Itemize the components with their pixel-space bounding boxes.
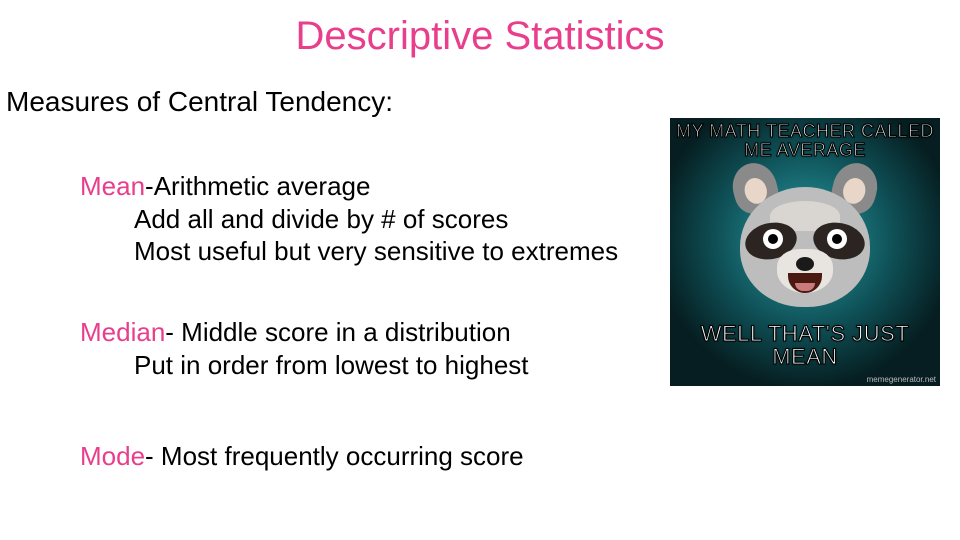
measure-subline: Put in order from lowest to highest [134, 349, 529, 382]
measure-term: Mode [80, 441, 145, 471]
measure-item-mode: Mode- Most frequently occurring score [80, 440, 524, 473]
measure-subline: Add all and divide by # of scores [134, 203, 618, 236]
raccoon-icon [715, 157, 895, 337]
measure-definition: -Arithmetic average [145, 171, 370, 201]
measure-subline: Most useful but very sensitive to extrem… [134, 235, 618, 268]
measure-definition: - Most frequently occurring score [145, 441, 524, 471]
meme-image: MY MATH TEACHER CALLED ME AVERAGE WELL T… [670, 118, 940, 386]
measure-definition: - Middle score in a distribution [165, 317, 510, 347]
measure-item-median: Median- Middle score in a distribution P… [80, 316, 529, 381]
measure-line: Mode- Most frequently occurring score [80, 440, 524, 473]
measure-term: Mean [80, 171, 145, 201]
section-subtitle: Measures of Central Tendency: [6, 86, 393, 118]
measure-term: Median [80, 317, 165, 347]
meme-bottom-text: WELL THAT'S JUST MEAN [670, 322, 940, 368]
meme-watermark: memegenerator.net [867, 375, 936, 384]
meme-top-text: MY MATH TEACHER CALLED ME AVERAGE [670, 122, 940, 160]
slide-title: Descriptive Statistics [0, 14, 960, 59]
measure-line: Mean-Arithmetic average [80, 170, 618, 203]
measure-item-mean: Mean-Arithmetic average Add all and divi… [80, 170, 618, 268]
measure-line: Median- Middle score in a distribution [80, 316, 529, 349]
